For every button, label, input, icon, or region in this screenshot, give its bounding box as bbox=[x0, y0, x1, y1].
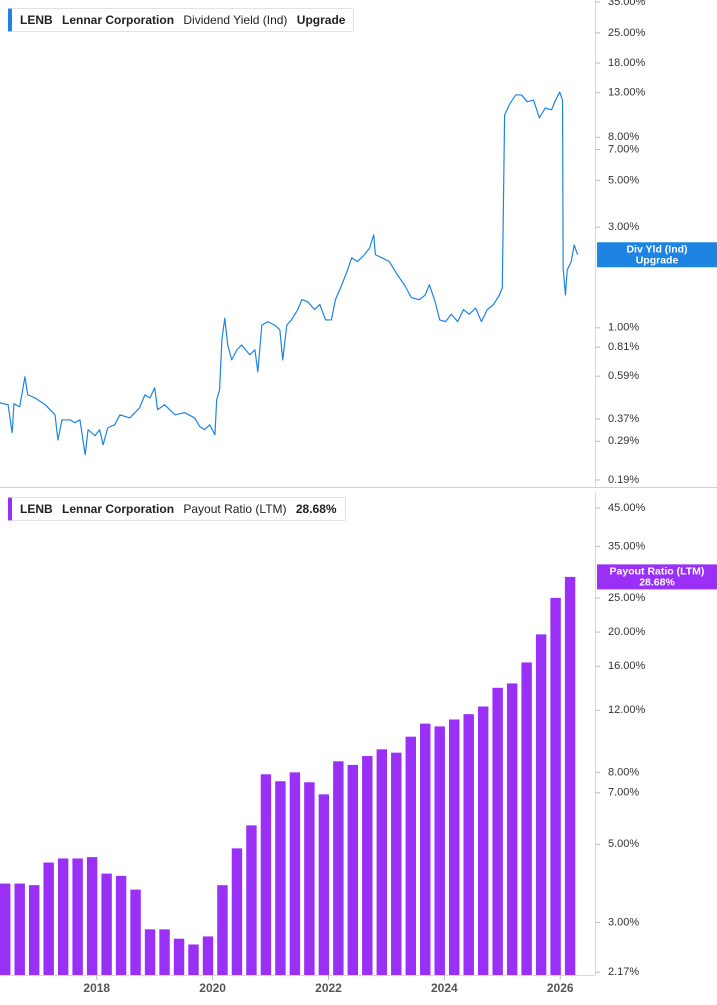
y-tick-label: 18.00% bbox=[608, 57, 646, 69]
bar bbox=[173, 938, 185, 975]
bar bbox=[477, 706, 489, 975]
bar bbox=[144, 929, 156, 975]
bar bbox=[231, 848, 243, 975]
bar bbox=[347, 764, 359, 975]
series-name: Dividend Yield (Ind) bbox=[183, 13, 288, 27]
bar bbox=[101, 873, 112, 975]
y-tick-label: 25.00% bbox=[608, 27, 646, 39]
y-tick-label: 3.00% bbox=[608, 916, 639, 928]
bar bbox=[72, 858, 83, 975]
y-tick-label: 5.00% bbox=[608, 838, 639, 850]
y-tick-label: 35.00% bbox=[608, 540, 646, 552]
y-tick-label: 7.00% bbox=[608, 143, 639, 155]
plot-area bbox=[0, 576, 576, 975]
y-tick-label: 16.00% bbox=[608, 660, 646, 672]
y-tick-label: 2.17% bbox=[608, 966, 639, 978]
bar bbox=[43, 862, 54, 975]
y-tick-label: 3.00% bbox=[608, 221, 639, 233]
bar bbox=[86, 857, 98, 975]
bar bbox=[521, 662, 532, 975]
bar bbox=[463, 714, 474, 975]
bar bbox=[275, 781, 286, 975]
bar bbox=[376, 749, 388, 975]
company: Lennar Corporation bbox=[62, 502, 175, 516]
y-tick-label: 0.59% bbox=[608, 370, 639, 382]
bar bbox=[535, 634, 547, 975]
badge-label: Div Yld (Ind) bbox=[626, 244, 687, 256]
y-tick-label: 0.29% bbox=[608, 435, 639, 447]
bar bbox=[217, 885, 228, 975]
series-name: Payout Ratio (LTM) bbox=[183, 502, 287, 516]
x-tick-label: 2018 bbox=[83, 981, 110, 995]
plot-area bbox=[0, 91, 579, 456]
value-badge bbox=[597, 242, 717, 268]
y-tick-label: 5.00% bbox=[608, 174, 639, 186]
bar bbox=[391, 752, 402, 975]
bar bbox=[506, 683, 518, 975]
y-tick-label: 8.00% bbox=[608, 766, 639, 778]
bar bbox=[0, 883, 11, 975]
bar bbox=[362, 756, 373, 975]
bar bbox=[434, 726, 445, 975]
bar bbox=[564, 576, 576, 975]
bar bbox=[28, 885, 40, 975]
value-badge bbox=[597, 564, 717, 590]
bar bbox=[289, 772, 301, 975]
y-tick-label: 20.00% bbox=[608, 626, 646, 638]
x-tick-label: 2026 bbox=[547, 981, 574, 995]
bar bbox=[333, 761, 344, 975]
status-text[interactable]: Upgrade bbox=[296, 13, 346, 27]
y-tick-label: 7.00% bbox=[608, 787, 639, 799]
company: Lennar Corporation bbox=[62, 13, 175, 27]
line bbox=[0, 91, 579, 456]
bar bbox=[449, 719, 460, 975]
y-tick-label: 0.81% bbox=[608, 341, 639, 353]
bar bbox=[130, 889, 141, 975]
ticker: LENB bbox=[20, 13, 53, 27]
y-tick-label: 12.00% bbox=[608, 704, 646, 716]
x-tick-label: 2024 bbox=[431, 981, 458, 995]
bar bbox=[202, 936, 214, 975]
y-tick-label: 0.19% bbox=[608, 474, 639, 486]
y-tick-label: 25.00% bbox=[608, 592, 646, 604]
bar bbox=[188, 944, 199, 975]
bar bbox=[57, 858, 69, 975]
badge-value: Upgrade bbox=[636, 255, 679, 267]
y-tick-label: 35.00% bbox=[608, 0, 646, 8]
bar bbox=[420, 723, 431, 975]
bar bbox=[14, 883, 25, 975]
y-tick-label: 1.00% bbox=[608, 322, 639, 334]
bar bbox=[304, 782, 315, 975]
badge-label: Payout Ratio (LTM) bbox=[610, 566, 705, 578]
y-tick-label: 0.37% bbox=[608, 413, 639, 425]
bar bbox=[246, 825, 257, 975]
bar bbox=[492, 687, 503, 975]
legend-header: LENB Lennar Corporation Payout Ratio (LT… bbox=[8, 497, 346, 521]
bar bbox=[115, 875, 127, 975]
bar bbox=[159, 929, 170, 975]
bar bbox=[318, 794, 330, 975]
legend-header: LENB Lennar Corporation Dividend Yield (… bbox=[8, 8, 355, 32]
last-value: 28.68% bbox=[295, 502, 337, 516]
y-tick-label: 8.00% bbox=[608, 131, 639, 143]
ticker: LENB bbox=[20, 502, 53, 516]
bar bbox=[405, 736, 416, 975]
y-tick-label: 13.00% bbox=[608, 87, 646, 99]
bar bbox=[550, 597, 561, 975]
x-tick-label: 2020 bbox=[199, 981, 226, 995]
badge-value: 28.68% bbox=[639, 577, 675, 589]
y-tick-label: 45.00% bbox=[608, 502, 646, 514]
bar bbox=[260, 774, 272, 975]
x-tick-label: 2022 bbox=[315, 981, 342, 995]
